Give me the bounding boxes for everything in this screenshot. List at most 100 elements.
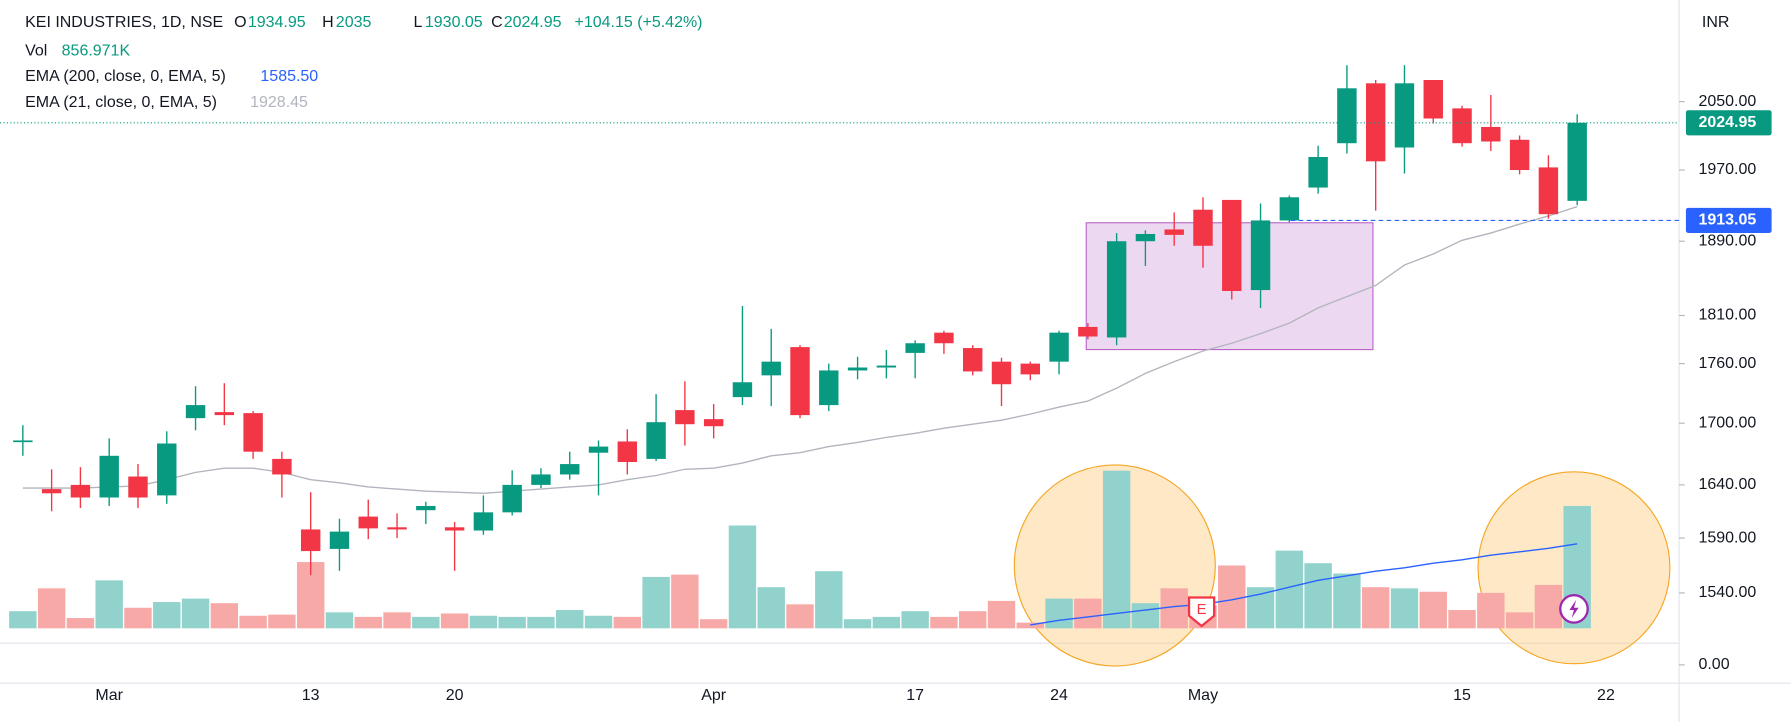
candle-body <box>214 412 235 416</box>
volume-bar <box>1534 584 1563 629</box>
header: KEI INDUSTRIES, 1D, NSE O 1934.95 H 2035… <box>25 14 1729 111</box>
volume-bar <box>1016 622 1044 629</box>
candle-body <box>617 441 638 463</box>
volume-bar <box>757 587 785 629</box>
candle-body <box>732 382 753 398</box>
candle-body <box>1078 326 1098 337</box>
y-tick-label: 1640.00 <box>1698 476 1756 493</box>
candle-body <box>819 370 839 406</box>
ema200-label: EMA (200, close, 0, EMA, 5) <box>25 68 226 85</box>
marker-label: 1913.05 <box>1698 212 1756 229</box>
earnings-letter: E <box>1197 602 1207 618</box>
currency: INR <box>1702 14 1730 31</box>
volume-bar <box>527 616 555 629</box>
candle-body <box>761 361 781 376</box>
y-tick-label: 1890.00 <box>1698 232 1756 249</box>
candle-body <box>128 476 148 498</box>
candle-body <box>588 446 609 453</box>
change-value: +104.15 (+5.42%) <box>575 14 703 31</box>
candle-body <box>272 458 292 475</box>
volume-bar <box>843 619 872 629</box>
open-value: 1934.95 <box>248 14 306 31</box>
volume-ma-line <box>1030 543 1578 626</box>
candle-body <box>1164 229 1184 235</box>
volume-bar <box>210 603 239 629</box>
earnings-badge <box>1187 596 1216 628</box>
x-tick-label: May <box>1188 687 1218 704</box>
marks <box>9 65 1591 629</box>
candle-body <box>70 484 91 498</box>
y-tick-label: 2050.00 <box>1698 93 1756 110</box>
volume-bar <box>786 604 814 629</box>
symbol-title: KEI INDUSTRIES, 1D, NSE <box>25 14 223 31</box>
volume-bar <box>642 576 670 629</box>
candle-body <box>157 443 177 496</box>
news-icon[interactable] <box>1559 594 1589 624</box>
candle-body <box>416 505 436 511</box>
ema21-label: EMA (21, close, 0, EMA, 5) <box>25 94 217 111</box>
volume-bar <box>325 612 354 629</box>
volume-bar <box>498 616 526 629</box>
candle-body <box>1538 167 1559 215</box>
candle-body <box>646 422 666 459</box>
volume-bar <box>1131 603 1160 629</box>
candle-body <box>1279 197 1300 221</box>
volume-bar <box>930 616 958 629</box>
volume-bar <box>1477 592 1505 629</box>
candle-body <box>1106 241 1127 338</box>
x-tick-label: 24 <box>1050 687 1068 704</box>
volume-bar <box>1218 565 1246 629</box>
candle-body <box>560 464 580 475</box>
candle-body <box>1394 83 1415 148</box>
volume-bar <box>66 618 95 629</box>
volume-bar <box>1045 598 1073 629</box>
volume-bar <box>1304 563 1332 629</box>
candle-body <box>473 512 494 531</box>
candle-body <box>1193 209 1213 246</box>
candle-body <box>1135 233 1156 242</box>
volume-bar <box>556 610 584 629</box>
candle-body <box>991 361 1012 385</box>
candle-body <box>358 516 378 529</box>
y-tick-label: 0.00 <box>1698 656 1729 673</box>
x-tick-label: Apr <box>701 687 727 704</box>
candle-body <box>876 365 897 368</box>
candle-body <box>300 529 321 552</box>
candle-body <box>1567 122 1587 201</box>
x-tick-label: 15 <box>1453 687 1471 704</box>
candle-body <box>847 367 868 371</box>
candle-body <box>1020 363 1040 375</box>
volume-bar <box>1074 598 1102 629</box>
volume-bar <box>872 616 901 629</box>
volume-bar <box>584 615 613 629</box>
x-tick-label: 20 <box>446 687 464 704</box>
x-tick-label: 22 <box>1597 687 1615 704</box>
candle-body <box>329 531 350 549</box>
candle-body <box>531 474 551 485</box>
last-price-label: 2024.95 <box>1698 114 1756 131</box>
candle-body <box>1509 139 1530 171</box>
candle-body <box>1337 88 1357 144</box>
volume-bar <box>671 574 699 629</box>
volume-bar <box>412 616 440 629</box>
candle-body <box>963 348 983 372</box>
candle-body <box>1308 156 1328 188</box>
x-tick-label: 17 <box>906 687 924 704</box>
volume-bar <box>1419 591 1447 629</box>
volume-bar <box>383 612 411 629</box>
candle-body <box>790 347 810 416</box>
volume-bar <box>1505 612 1534 629</box>
close-label: C <box>491 14 503 31</box>
candle-body <box>13 440 33 443</box>
candle-body <box>99 455 119 498</box>
low-label: L <box>413 14 422 31</box>
candle-body <box>185 405 206 419</box>
low-value: 1930.05 <box>425 14 483 31</box>
x-tick-label: 13 <box>302 687 320 704</box>
x-tick-label: Mar <box>95 687 123 704</box>
volume-bar <box>1448 610 1476 629</box>
volume-bar <box>1333 573 1361 629</box>
candle-body <box>934 332 954 344</box>
candle-body <box>387 527 407 530</box>
